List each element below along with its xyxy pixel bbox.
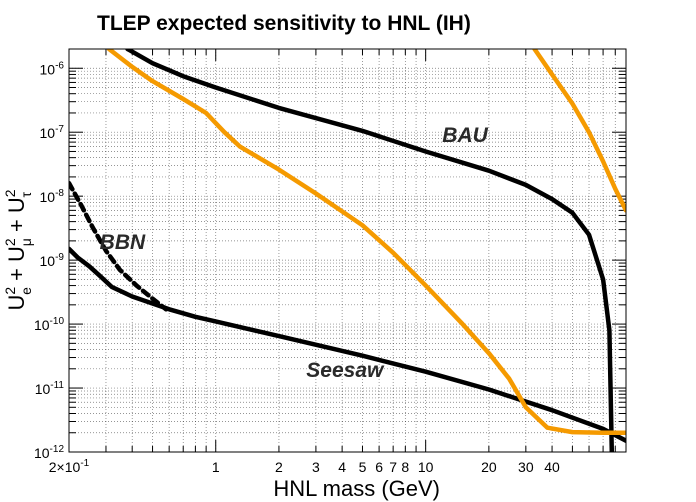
y-label-sub: μ	[18, 238, 34, 246]
series-layer	[69, 49, 626, 452]
y-label-sup: 2	[2, 287, 18, 295]
x-tick-label: 7	[389, 459, 397, 475]
y-label-gap: +	[4, 213, 29, 238]
x-tick-label: 2	[275, 459, 283, 475]
y-label-u: U	[4, 197, 29, 213]
y-label-u: U	[4, 246, 29, 262]
y-axis-label: U2e + U2μ + U2τ	[2, 189, 34, 310]
annotation-seesaw: Seesaw	[306, 359, 385, 382]
y-tick-exponent: -9	[55, 252, 64, 263]
x-tick-label: 40	[544, 459, 560, 475]
y-tick-label: 10-7	[40, 124, 65, 141]
y-label-gap: +	[4, 262, 29, 287]
annotation-bau: BAU	[442, 124, 488, 147]
y-axis-label-group: U2e + U2μ + U2τ	[2, 189, 34, 310]
x-tick-label: 5	[359, 459, 367, 475]
series-curve-3	[106, 49, 626, 435]
grid-lines	[68, 48, 627, 453]
x-tick-label: 2×10-1	[49, 458, 90, 475]
x-axis-label: HNL mass (GeV)	[273, 476, 440, 501]
series-curve-2	[69, 180, 169, 312]
x-tick-labels: 2×10-1 1 2 3 4 5 6 7 8 10 20 30 40	[49, 458, 560, 475]
series-curve-0	[125, 49, 615, 452]
plot-frame	[68, 48, 627, 453]
y-label-sup: 2	[2, 238, 18, 246]
series-curve-1	[69, 246, 626, 443]
x-tick-label: 30	[518, 459, 534, 475]
x-tick-label: 8	[401, 459, 409, 475]
y-tick-exponent: -6	[55, 60, 64, 71]
series-curve-4	[532, 49, 626, 213]
x-tick-exponent: -1	[80, 458, 89, 469]
x-tick-label: 1	[212, 459, 220, 475]
y-tick-exponent: -11	[50, 380, 64, 391]
x-tick-label: 20	[481, 459, 497, 475]
y-tick-label: 10-6	[40, 60, 65, 77]
y-tick-exponent: -8	[55, 188, 64, 199]
y-tick-exponent: -7	[55, 124, 64, 135]
y-label-sub: τ	[18, 191, 34, 197]
y-tick-exponent: -10	[50, 316, 65, 327]
x-tick-label: 10	[418, 459, 434, 475]
y-tick-label: 10-10	[34, 316, 64, 333]
y-axis-label-text: U2e + U2μ + U2τ	[2, 189, 34, 310]
y-label-u: U	[4, 295, 29, 311]
y-tick-label: 10-11	[35, 380, 65, 397]
y-label-sup: 2	[2, 189, 18, 197]
annotation-bbn: BBN	[100, 231, 146, 254]
x-tick-label: 3	[312, 459, 320, 475]
chart-title: TLEP expected sensitivity to HNL (IH)	[97, 12, 471, 35]
x-tick-label: 6	[375, 459, 383, 475]
axis-ticks	[68, 48, 627, 453]
x-tick-label: 4	[338, 459, 346, 475]
y-tick-label: 10-8	[40, 188, 65, 205]
region-annotations: BAU BBN Seesaw	[100, 124, 489, 382]
y-tick-label: 10-9	[40, 252, 65, 269]
y-tick-exponent: -12	[50, 444, 65, 455]
y-label-sub: e	[18, 287, 34, 295]
